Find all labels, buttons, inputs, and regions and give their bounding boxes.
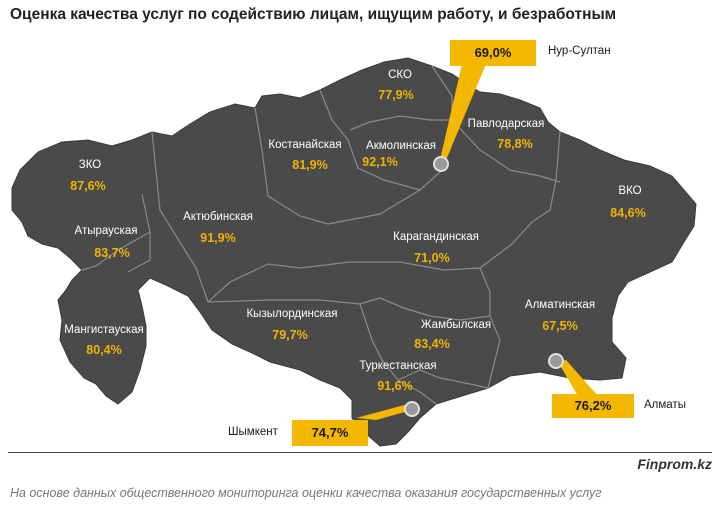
region-name-zhambyl: Жамбылская [421, 319, 491, 331]
almaty-value-badge: 76,2% [552, 394, 634, 418]
region-value-karaganda: 71,0% [414, 251, 449, 265]
region-value-zhambyl: 83,4% [414, 337, 449, 351]
region-value-sko: 77,9% [378, 88, 413, 102]
page-title: Оценка качества услуг по содействию лица… [10, 6, 617, 23]
region-value-aktobe: 91,9% [200, 231, 235, 245]
source-note: На основе данных общественного мониторин… [10, 486, 602, 500]
region-name-aktobe: Актюбинская [183, 211, 253, 223]
brand-logo: Finprom.kz [637, 456, 712, 472]
region-name-kostanay: Костанайская [268, 139, 341, 151]
region-name-almaty-region: Алматинская [525, 299, 595, 311]
region-value-atyrau: 83,7% [94, 246, 129, 260]
region-name-pavlodar: Павлодарская [468, 118, 545, 130]
region-value-turkestan: 91,6% [377, 379, 412, 393]
region-value-mangistau: 80,4% [86, 343, 121, 357]
almaty-label: Алматы [644, 399, 686, 411]
nur-sultan-marker [433, 156, 449, 172]
shymkent-label: Шымкент [228, 426, 278, 438]
nur-sultan-pointer [440, 64, 486, 160]
region-name-atyrau: Атырауская [75, 225, 138, 237]
region-name-mangistau: Мангистауская [64, 324, 144, 336]
region-value-akmola: 92,1% [362, 155, 397, 169]
region-name-sko: СКО [388, 69, 412, 81]
nur-sultan-value-badge: 69,0% [450, 40, 536, 66]
shymkent-marker [404, 401, 420, 417]
region-name-akmola: Акмолинская [366, 140, 436, 152]
nur-sultan-label: Нур-Султан [548, 45, 611, 57]
almaty-marker [548, 353, 564, 369]
shymkent-pointer [356, 404, 412, 420]
region-value-almaty-region: 67,5% [542, 319, 577, 333]
region-name-turkestan: Туркестанская [359, 360, 436, 372]
almaty-pointer [558, 360, 598, 396]
region-value-zko: 87,6% [70, 179, 105, 193]
region-name-vko: ВКО [618, 185, 641, 197]
footer-divider [8, 452, 712, 453]
region-value-vko: 84,6% [610, 206, 645, 220]
region-value-kostanay: 81,9% [292, 158, 327, 172]
region-value-kyzylorda: 79,7% [272, 328, 307, 342]
region-name-karaganda: Карагандинская [393, 231, 479, 243]
shymkent-value-badge: 74,7% [292, 420, 368, 446]
region-name-zko: ЗКО [79, 159, 102, 171]
region-borders [81, 65, 561, 405]
country-shape [11, 57, 697, 447]
region-value-pavlodar: 78,8% [497, 137, 532, 151]
region-name-kyzylorda: Кызылординская [246, 308, 337, 320]
